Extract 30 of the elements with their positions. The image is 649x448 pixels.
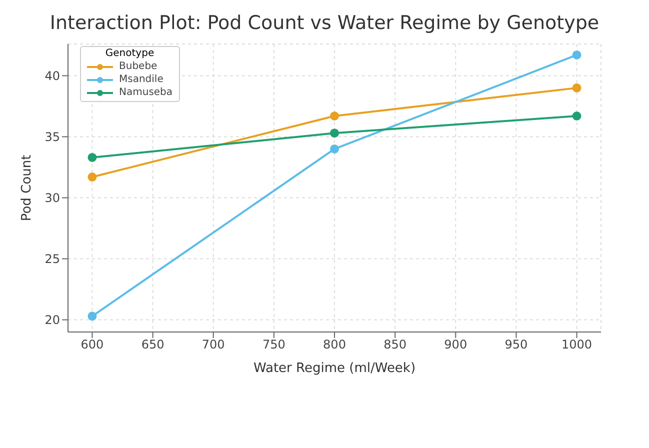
- legend-label: Msandile: [119, 74, 164, 86]
- y-axis-title: Pod Count: [20, 154, 35, 222]
- point: [88, 312, 97, 321]
- point: [330, 112, 339, 120]
- legend-title: Genotype: [104, 48, 156, 60]
- chart-title: Interaction Plot: Pod Count vs Water Regime by Genotype: [48, 11, 600, 36]
- x-tick-label: 700: [202, 338, 225, 352]
- y-tick-label: 20: [44, 313, 60, 328]
- point: [330, 128, 339, 138]
- legend-label: Bubebe: [119, 61, 158, 73]
- x-tick-label: 750: [262, 338, 286, 352]
- y-tick-label: 25: [44, 252, 60, 266]
- x-tick-label: 650: [141, 338, 164, 352]
- y-tick-label: 35: [44, 130, 60, 144]
- y-tick-label: 30: [44, 191, 60, 206]
- point: [572, 112, 582, 120]
- x-tick-label: 950: [504, 338, 528, 352]
- x-tick-label: 850: [384, 338, 407, 352]
- x-axis-title: Water Regime (ml/Week): [253, 361, 416, 376]
- point: [88, 152, 97, 162]
- point: [330, 144, 339, 154]
- point: [88, 172, 97, 182]
- x-tick-label: 1000: [562, 338, 592, 352]
- y-tick-label: 40: [44, 68, 60, 83]
- x-tick-label: 600: [80, 338, 104, 352]
- x-tick-label: 900: [444, 338, 468, 352]
- point: [572, 83, 582, 92]
- legend-label: Namuseba: [119, 87, 173, 99]
- point: [572, 50, 582, 60]
- x-tick-label: 800: [323, 338, 346, 352]
